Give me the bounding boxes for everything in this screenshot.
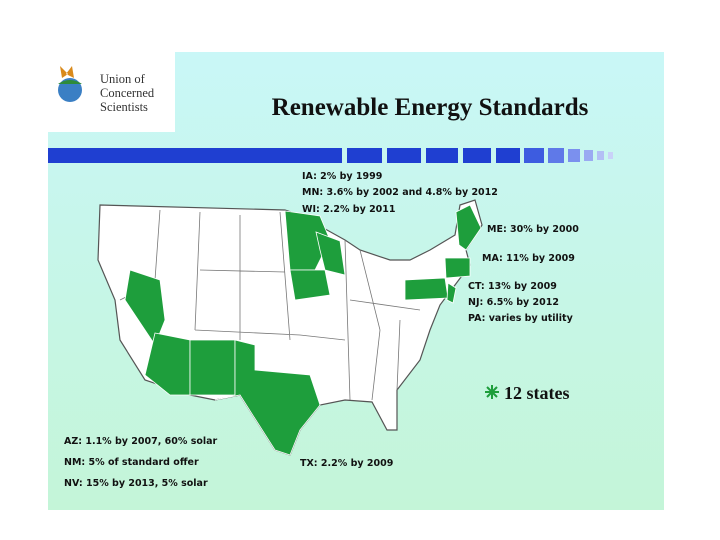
annotation: AZ: 1.1% by 2007, 60% solar bbox=[64, 436, 218, 447]
logo-text: Union of bbox=[100, 72, 146, 86]
highlight: 12 states bbox=[504, 383, 570, 403]
us-map bbox=[97, 199, 483, 456]
state-me bbox=[455, 204, 482, 251]
state-ia bbox=[289, 269, 331, 301]
state-pa bbox=[404, 277, 449, 301]
annotation: NV: 15% by 2013, 5% solar bbox=[64, 478, 208, 489]
annotation: MN: 3.6% by 2002 and 4.8% by 2012 bbox=[302, 187, 498, 198]
state-ma-ct bbox=[444, 257, 471, 279]
state-tx bbox=[214, 339, 321, 456]
annotation: NM: 5% of standard offer bbox=[64, 457, 199, 468]
annotation: TX: 2.2% by 2009 bbox=[300, 458, 393, 469]
logo-icon bbox=[58, 66, 82, 102]
annotation: CT: 13% by 2009 bbox=[468, 281, 557, 292]
title-bar bbox=[48, 148, 613, 163]
state-wi bbox=[315, 231, 346, 276]
state-az bbox=[144, 332, 191, 396]
annotation: IA: 2% by 1999 bbox=[302, 171, 382, 182]
bullet-icon bbox=[485, 385, 499, 399]
state-nm bbox=[189, 339, 236, 396]
annotation: WI: 2.2% by 2011 bbox=[302, 204, 396, 215]
state-nv bbox=[124, 269, 166, 346]
logo-text: Scientists bbox=[100, 100, 148, 114]
annotation: NJ: 6.5% by 2012 bbox=[468, 297, 559, 308]
slide-title: Renewable Energy Standards bbox=[272, 94, 589, 121]
annotation: ME: 30% by 2000 bbox=[487, 224, 579, 235]
logo-text: Concerned bbox=[100, 86, 155, 100]
annotation: MA: 11% by 2009 bbox=[482, 253, 575, 264]
state-nj bbox=[446, 282, 457, 304]
annotation: PA: varies by utility bbox=[468, 313, 574, 324]
